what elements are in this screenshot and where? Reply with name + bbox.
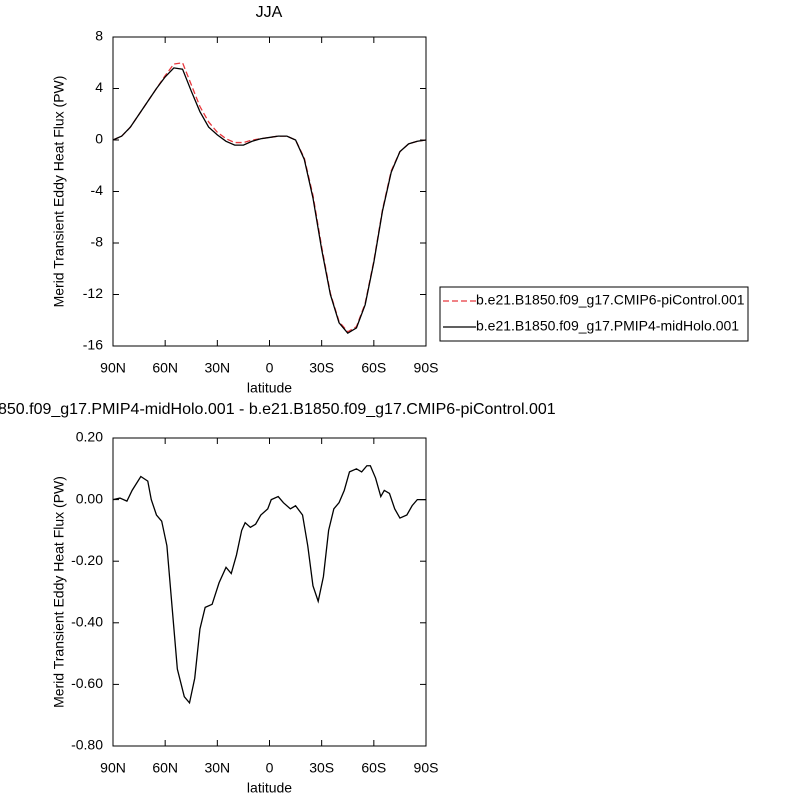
y-tick-label: -4	[91, 182, 104, 198]
x-tick-label: 90S	[414, 360, 439, 376]
y-tick-label: -12	[83, 285, 103, 301]
legend-label: b.e21.B1850.f09_g17.PMIP4-midHolo.001	[476, 318, 739, 334]
y-axis-label: Merid Transient Eddy Heat Flux (PW)	[51, 476, 67, 708]
y-tick-label: -16	[83, 337, 103, 353]
x-tick-label: 90N	[100, 760, 126, 776]
x-tick-label: 30S	[309, 360, 334, 376]
chart-title: 850.f09_g17.PMIP4-midHolo.001 - b.e21.B1…	[0, 401, 556, 418]
data-line	[112, 67, 427, 334]
y-tick-label: -0.20	[71, 552, 103, 568]
x-tick-label: 30S	[309, 760, 334, 776]
y-tick-label: 0.20	[76, 429, 103, 445]
y-tick-label: -0.40	[71, 614, 103, 630]
plot-frame	[112, 36, 427, 347]
x-tick-label: 0	[266, 760, 274, 776]
y-tick-label: 0.00	[76, 490, 103, 506]
y-tick-label: -8	[91, 234, 104, 250]
y-axis-label: Merid Transient Eddy Heat Flux (PW)	[51, 76, 67, 308]
x-axis-label: latitude	[247, 380, 292, 396]
x-tick-label: 60N	[152, 760, 178, 776]
legend-label: b.e21.B1850.f09_g17.CMIP6-piControl.001	[476, 292, 745, 308]
plot-frame	[112, 437, 427, 747]
x-tick-label: 30N	[204, 360, 230, 376]
x-tick-label: 60S	[361, 360, 386, 376]
y-tick-label: 8	[95, 28, 103, 44]
y-tick-label: -0.60	[71, 675, 103, 691]
x-tick-label: 0	[266, 360, 274, 376]
data-line	[112, 465, 426, 705]
x-axis-label: latitude	[247, 780, 292, 796]
y-tick-label: -0.80	[71, 737, 103, 753]
x-tick-label: 90S	[414, 760, 439, 776]
x-tick-label: 30N	[204, 760, 230, 776]
legend-box	[439, 286, 749, 342]
chart-title: JJA	[256, 4, 283, 21]
x-tick-label: 60S	[361, 760, 386, 776]
x-tick-label: 60N	[152, 360, 178, 376]
y-tick-label: 0	[95, 131, 103, 147]
data-line	[112, 62, 427, 333]
x-tick-label: 90N	[100, 360, 126, 376]
y-tick-label: 4	[95, 79, 103, 95]
